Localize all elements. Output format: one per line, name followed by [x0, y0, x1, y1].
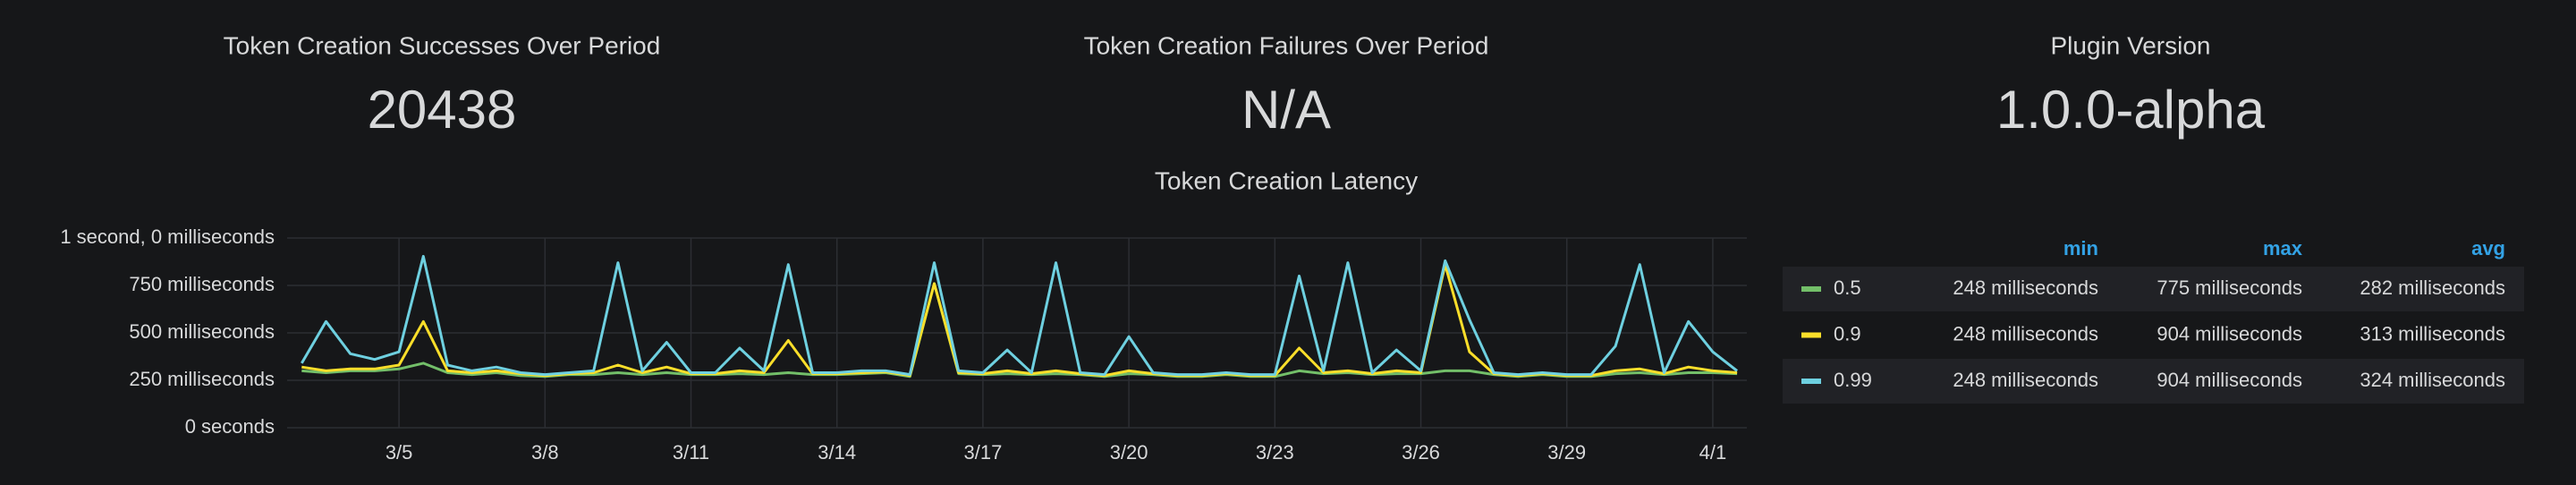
- y-tick-label: 0 seconds: [185, 415, 275, 438]
- x-tick-label: 4/1: [1699, 441, 1727, 464]
- panel-title: Token Creation Failures Over Period: [1084, 31, 1489, 59]
- legend-name: 0.5: [1834, 277, 1861, 299]
- panel-title: Token Creation Successes Over Period: [224, 31, 661, 59]
- legend-row: [1783, 359, 2524, 404]
- legend-stat: 248 milliseconds: [1953, 322, 2098, 345]
- legend-stat: 313 milliseconds: [2360, 322, 2505, 345]
- legend-stat: 904 milliseconds: [2157, 369, 2302, 391]
- stat-value: 1.0.0-alpha: [1996, 80, 2266, 140]
- legend-stat: 248 milliseconds: [1953, 277, 2098, 299]
- x-tick-label: 3/14: [818, 441, 856, 464]
- legend-stat: 775 milliseconds: [2157, 277, 2302, 299]
- chart-title: Token Creation Latency: [1155, 166, 1418, 194]
- legend-row: [1783, 267, 2524, 311]
- legend-column-header: max: [2263, 237, 2303, 260]
- y-tick-label: 1 second, 0 milliseconds: [60, 225, 275, 248]
- x-tick-label: 3/29: [1547, 441, 1586, 464]
- legend-column-header: min: [2063, 237, 2098, 260]
- legend-stat: 324 milliseconds: [2360, 369, 2505, 391]
- x-tick-label: 3/20: [1110, 441, 1148, 464]
- x-tick-label: 3/23: [1256, 441, 1294, 464]
- y-tick-label: 250 milliseconds: [129, 368, 275, 390]
- x-tick-label: 3/5: [386, 441, 413, 464]
- x-tick-label: 3/17: [964, 441, 1003, 464]
- y-tick-label: 500 milliseconds: [129, 320, 275, 343]
- legend-column-header: avg: [2471, 237, 2505, 260]
- legend-stat: 282 milliseconds: [2360, 277, 2505, 299]
- x-tick-label: 3/8: [531, 441, 559, 464]
- x-tick-label: 3/26: [1402, 441, 1440, 464]
- legend-stat: 248 milliseconds: [1953, 369, 2098, 391]
- stat-value: 20438: [368, 80, 517, 140]
- series-line: [301, 254, 1739, 377]
- legend-stat: 904 milliseconds: [2157, 322, 2302, 345]
- y-tick-label: 750 milliseconds: [129, 273, 275, 295]
- legend-name: 0.99: [1834, 369, 1872, 391]
- panel-title: Plugin Version: [2050, 31, 2210, 59]
- x-tick-label: 3/11: [673, 441, 709, 464]
- stat-value: N/A: [1241, 80, 1331, 140]
- legend-name: 0.9: [1834, 322, 1861, 345]
